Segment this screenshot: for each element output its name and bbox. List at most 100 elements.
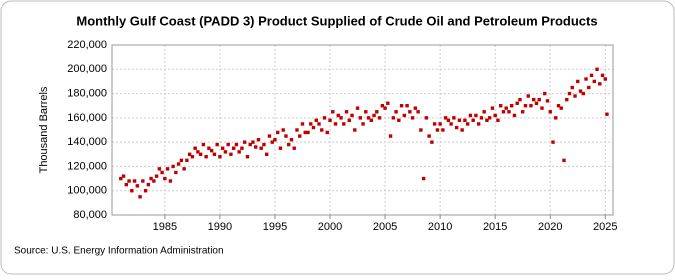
y-axis-label: Thousand Barrels: [38, 86, 50, 173]
point: [446, 118, 451, 122]
point: [212, 152, 217, 156]
point: [424, 116, 429, 120]
point: [333, 122, 338, 126]
point: [190, 155, 195, 159]
x-tick-label: 2005: [373, 221, 397, 233]
point: [121, 174, 126, 178]
point: [559, 106, 563, 110]
point: [259, 146, 263, 150]
point: [322, 116, 327, 120]
point: [501, 110, 506, 114]
point: [545, 99, 550, 103]
point: [567, 91, 572, 96]
point: [160, 170, 164, 175]
point: [262, 142, 266, 147]
y-tick-label: 140,000: [67, 136, 107, 148]
point: [124, 182, 129, 187]
point: [438, 122, 442, 126]
point: [355, 106, 360, 110]
point: [540, 106, 544, 110]
source: Source: U.S. Energy Information Administ…: [14, 246, 224, 257]
point: [498, 104, 503, 108]
point: [430, 140, 434, 144]
point: [496, 118, 500, 122]
point: [570, 85, 574, 90]
y-tick-label: 160,000: [67, 112, 107, 124]
point: [309, 122, 313, 126]
point: [576, 79, 580, 84]
point: [358, 116, 362, 120]
x-tick-label: 1995: [263, 221, 287, 233]
point: [256, 138, 261, 142]
point: [548, 110, 552, 114]
point: [551, 140, 555, 144]
point: [487, 116, 492, 120]
point: [479, 116, 484, 120]
point: [435, 128, 440, 132]
point: [408, 110, 412, 114]
point: [600, 73, 605, 78]
point: [265, 152, 269, 156]
point: [532, 97, 536, 102]
point: [273, 138, 277, 142]
point: [471, 118, 475, 122]
point: [336, 113, 340, 118]
point: [303, 130, 307, 135]
point: [589, 73, 594, 78]
point: [584, 77, 588, 81]
point: [375, 110, 379, 114]
point: [267, 134, 272, 138]
point: [366, 116, 371, 120]
point: [226, 142, 230, 147]
point: [419, 128, 423, 132]
point: [311, 125, 316, 130]
point: [413, 106, 418, 110]
y-tick-label: 100,000: [67, 185, 107, 197]
point: [204, 155, 208, 159]
x-tick-label: 2000: [318, 221, 342, 233]
point: [240, 146, 244, 150]
point: [493, 113, 497, 118]
point: [209, 148, 214, 153]
point: [529, 104, 533, 108]
point: [476, 122, 481, 126]
point: [554, 116, 558, 120]
point: [237, 150, 241, 154]
point: [350, 113, 354, 118]
x-tick-label: 1990: [208, 221, 232, 233]
point: [130, 189, 134, 193]
y-tick-label: 180,000: [67, 87, 107, 99]
point: [119, 176, 123, 181]
point: [474, 113, 478, 118]
point: [402, 113, 407, 118]
point: [339, 116, 343, 120]
point: [331, 110, 335, 114]
point: [179, 158, 184, 163]
point: [223, 150, 228, 154]
chart-title: Monthly Gulf Coast (PADD 3) Product Supp…: [76, 13, 597, 28]
point: [587, 85, 591, 90]
point: [394, 110, 398, 114]
point: [278, 146, 283, 150]
point: [361, 122, 365, 126]
point: [490, 106, 495, 110]
point: [234, 142, 239, 147]
point: [468, 113, 473, 118]
point: [377, 116, 382, 120]
point: [215, 142, 219, 147]
point: [135, 184, 140, 188]
point: [507, 110, 511, 114]
point: [229, 152, 233, 156]
point: [284, 134, 288, 138]
y-tick-label: 200,000: [67, 63, 107, 75]
y-tick-label: 220,000: [67, 39, 107, 51]
x-tick-label: 2025: [593, 221, 617, 233]
point: [168, 179, 173, 183]
point: [562, 158, 566, 163]
point: [482, 110, 486, 114]
point: [386, 101, 390, 105]
point: [565, 97, 569, 102]
point: [465, 122, 470, 126]
y-tick-label: 120,000: [67, 160, 107, 172]
